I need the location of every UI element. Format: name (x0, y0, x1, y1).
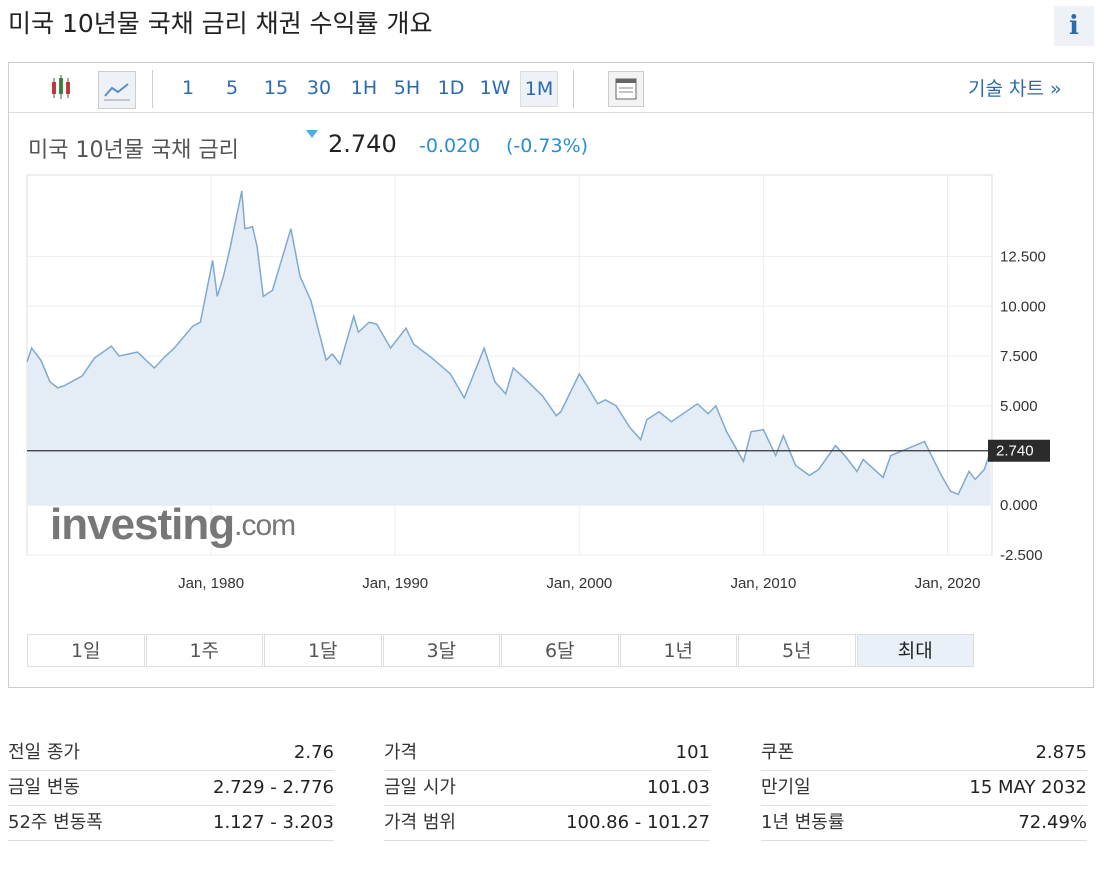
interval-button[interactable]: 1W (479, 77, 511, 99)
quote-change: -0.020 (419, 135, 481, 157)
stat-value: 15 MAY 2032 (969, 777, 1087, 798)
stat-value: 101.03 (647, 777, 710, 798)
stat-value: 100.86 - 101.27 (566, 812, 710, 833)
range-button[interactable]: 3달 (382, 634, 500, 667)
range-button[interactable]: 1일 (27, 634, 145, 667)
chart: Jan, 1980 Jan, 1990 Jan, 2000 Jan, 2010 Jan,… (26, 174, 1050, 592)
stat-value: 1.127 - 3.203 (213, 812, 334, 833)
toolbar-divider (9, 112, 1093, 113)
x-tick-label: Jan, 1990 (362, 575, 428, 592)
candle-icon (52, 75, 70, 99)
x-tick-label: Jan, 2000 (546, 575, 612, 592)
info-button[interactable]: i (1054, 6, 1094, 46)
interval-button[interactable]: 1 (181, 77, 195, 99)
separator (152, 70, 153, 108)
stat-value: 2.729 - 2.776 (213, 777, 334, 798)
stat-value: 101 (675, 742, 710, 763)
current-label-box (988, 439, 1050, 462)
y-tick-label: -2.500 (1000, 547, 1043, 564)
stat-row: 쿠폰 2.875 (761, 736, 1087, 771)
stat-label: 1년 변동률 (761, 812, 845, 833)
interval-button[interactable]: 30 (306, 77, 332, 99)
stat-value: 2.76 (293, 742, 334, 763)
x-tick-label: Jan, 2020 (915, 575, 981, 592)
y-tick-label: 5.000 (1000, 398, 1038, 415)
stat-row: 1년 변동률 72.49% (761, 806, 1087, 841)
stat-label: 전일 종가 (8, 742, 80, 763)
y-tick-label: 0.000 (1000, 497, 1038, 514)
watermark: investing.com (50, 500, 295, 549)
line (26, 190, 992, 496)
x-tick-label: Jan, 1980 (178, 575, 244, 592)
watermark-part: investing (50, 500, 234, 549)
y-tick-label: 7.500 (1000, 348, 1038, 365)
chart-panel (8, 62, 1094, 688)
stat-value: 72.49% (1018, 812, 1087, 833)
range-button[interactable]: 1년 (619, 634, 737, 667)
interval-button[interactable]: 1H (350, 77, 378, 99)
stat-label: 52주 변동폭 (8, 812, 103, 833)
interval-button[interactable]: 1D (437, 77, 465, 99)
line-button[interactable] (98, 71, 136, 109)
range-button[interactable]: 6달 (501, 634, 619, 667)
line-icon (104, 83, 130, 101)
interval-button[interactable]: 15 (263, 77, 289, 99)
range-button[interactable]: 5년 (738, 634, 856, 667)
interval-button[interactable]: 1M (520, 71, 558, 107)
current-label: 2.740 (996, 443, 1034, 460)
y-tick-label: 10.000 (1000, 298, 1046, 315)
stat-label: 쿠폰 (761, 742, 795, 763)
stat-value: 2.875 (1035, 742, 1087, 763)
range-button[interactable]: 1달 (264, 634, 382, 667)
stat-row: 52주 변동폭 1.127 - 3.203 (8, 806, 334, 841)
layout-icon (615, 78, 637, 100)
quote-price: 2.740 (328, 130, 397, 158)
y-tick-label: 12.500 (1000, 249, 1046, 266)
stat-row: 금일 변동 2.729 - 2.776 (8, 771, 334, 806)
x-tick-label: Jan, 2010 (730, 575, 796, 592)
watermark-part: .com (234, 509, 295, 542)
stat-row: 가격 범위 100.86 - 101.27 (384, 806, 710, 841)
stat-row: 전일 종가 2.76 (8, 736, 334, 771)
stat-row: 만기일 15 MAY 2032 (761, 771, 1087, 806)
quote-change-pct: (-0.73%) (506, 135, 589, 157)
interval-button[interactable]: 5 (225, 77, 239, 99)
layout-button[interactable] (608, 71, 644, 107)
candle-button[interactable] (44, 72, 78, 106)
page-title: 미국 10년물 국채 금리 채권 수익률 개요 (8, 9, 433, 38)
stat-label: 가격 (384, 742, 418, 763)
quote-name: 미국 10년물 국채 금리 (28, 138, 239, 163)
interval-button[interactable]: 5H (393, 77, 421, 99)
down-arrow (306, 130, 318, 138)
stat-row: 금일 시가 101.03 (384, 771, 710, 806)
stat-row: 가격 101 (384, 736, 710, 771)
range-button[interactable]: 최대 (856, 634, 974, 667)
stat-label: 가격 범위 (384, 812, 456, 833)
stat-label: 만기일 (761, 777, 811, 798)
separator (573, 70, 574, 108)
tech-chart-link[interactable]: 기술 차트 » (968, 78, 1062, 100)
range-button[interactable]: 1주 (145, 634, 263, 667)
stat-label: 금일 시가 (384, 777, 456, 798)
stat-label: 금일 변동 (8, 777, 80, 798)
area (27, 190, 991, 506)
